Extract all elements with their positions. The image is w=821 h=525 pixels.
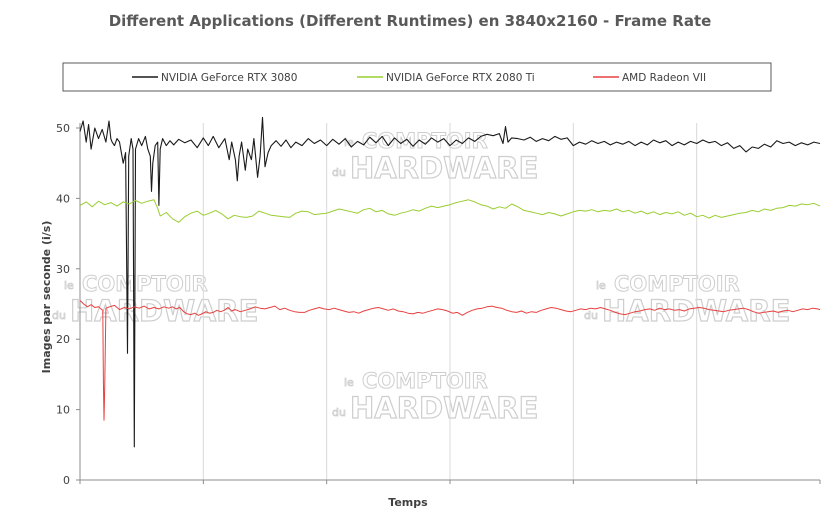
svg-text:COMPTOIR: COMPTOIR: [362, 129, 488, 153]
series-group: [79, 116, 821, 448]
legend-items: NVIDIA GeForce RTX 3080 NVIDIA GeForce RT…: [132, 72, 706, 84]
watermark-0: le COMPTOIR du HARDWARE: [332, 129, 539, 186]
ticks: 0 10 20 30 40 50: [56, 122, 821, 487]
legend-label-2: AMD Radeon VII: [622, 72, 706, 84]
legend-label-0: NVIDIA GeForce RTX 3080: [161, 72, 297, 84]
legend-label-1: NVIDIA GeForce RTX 2080 Ti: [386, 72, 535, 84]
svg-text:du: du: [332, 166, 346, 179]
svg-text:du: du: [332, 406, 346, 419]
svg-text:COMPTOIR: COMPTOIR: [82, 272, 208, 296]
svg-text:COMPTOIR: COMPTOIR: [614, 272, 740, 296]
series-line-0: [79, 116, 821, 448]
legend: NVIDIA GeForce RTX 3080 NVIDIA GeForce RT…: [62, 62, 772, 92]
svg-text:HARDWARE: HARDWARE: [350, 151, 538, 185]
svg-text:le: le: [596, 279, 606, 292]
y-tick-label: 30: [56, 263, 70, 276]
legend-frame: [62, 62, 772, 92]
watermark-1: le COMPTOIR du HARDWARE: [52, 272, 259, 329]
watermark-3: le COMPTOIR du HARDWARE: [332, 369, 539, 426]
y-tick-label: 40: [56, 192, 70, 205]
svg-text:le: le: [344, 136, 354, 149]
series-line-1: [79, 199, 821, 223]
svg-text:HARDWARE: HARDWARE: [350, 391, 538, 425]
y-tick-label: 20: [56, 333, 70, 346]
series-line-2: [79, 300, 821, 421]
x-axis-title: Temps: [388, 496, 428, 509]
svg-text:le: le: [64, 279, 74, 292]
svg-text:du: du: [584, 309, 598, 322]
watermarks: le COMPTOIR du HARDWARE le COMPTOIR du HARDWARE…: [52, 129, 791, 426]
y-tick-label: 0: [63, 474, 70, 487]
y-axis-title: Images par seconde (i/s): [40, 221, 53, 374]
svg-text:le: le: [344, 376, 354, 389]
svg-text:COMPTOIR: COMPTOIR: [362, 369, 488, 393]
gridlines: [202, 123, 698, 480]
y-tick-label: 50: [56, 122, 70, 135]
svg-text:HARDWARE: HARDWARE: [70, 294, 258, 328]
y-tick-label: 10: [56, 404, 70, 417]
chart-title: Different Applications (Different Runtim…: [109, 12, 712, 30]
svg-text:du: du: [52, 309, 66, 322]
